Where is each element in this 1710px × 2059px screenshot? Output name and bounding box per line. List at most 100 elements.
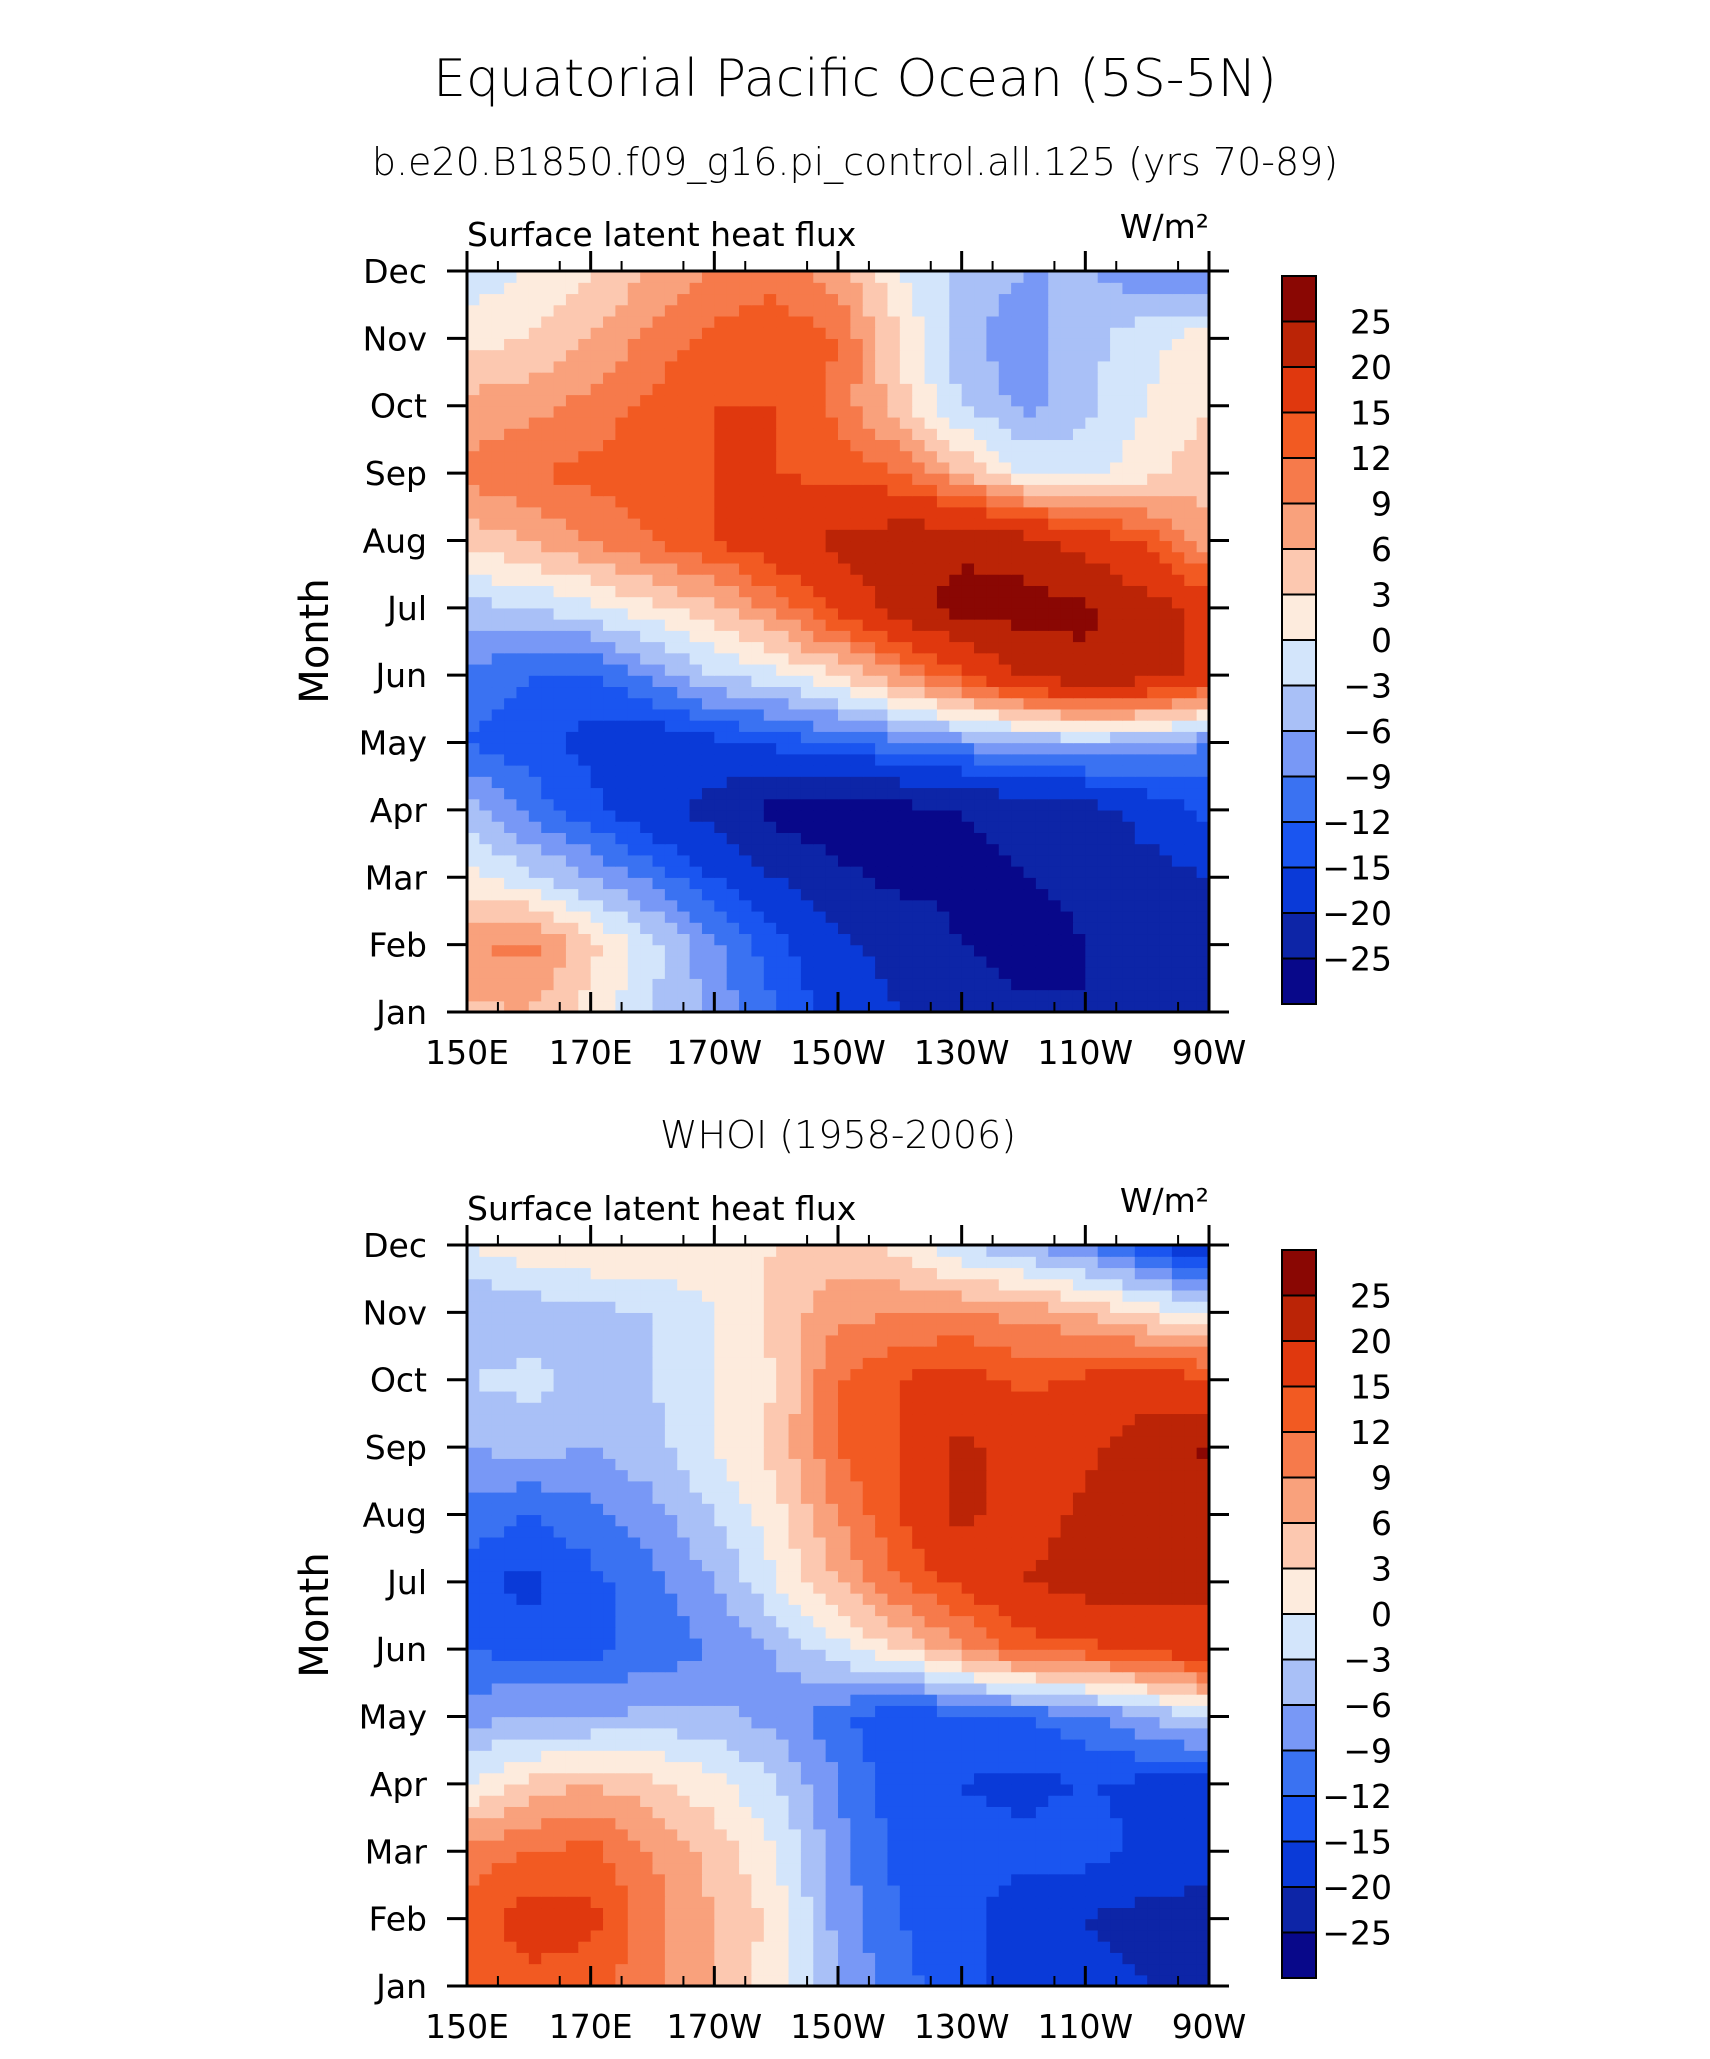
heatmap-cell	[1110, 787, 1124, 800]
heatmap-cell	[1072, 933, 1086, 946]
heatmap-cell	[1147, 866, 1161, 878]
heatmap-cell	[1048, 720, 1062, 732]
heatmap-cell	[924, 742, 938, 755]
heatmap-cell	[986, 540, 1000, 553]
heatmap-cell	[936, 1851, 950, 1864]
heatmap-cell	[1159, 933, 1173, 946]
heatmap-cell	[1134, 652, 1148, 665]
heatmap-cell	[862, 473, 876, 485]
heatmap-cell	[664, 529, 678, 542]
heatmap-cell	[961, 1941, 975, 1953]
heatmap-cell	[726, 1851, 740, 1864]
heatmap-cell	[1097, 675, 1111, 688]
heatmap-cell	[640, 383, 654, 396]
heatmap-cell	[1196, 888, 1210, 901]
heatmap-cell	[1035, 1851, 1049, 1864]
heatmap-cell	[986, 1963, 1000, 1976]
heatmap-cell	[714, 428, 728, 441]
heatmap-cell	[1060, 1907, 1074, 1920]
heatmap-cell	[887, 304, 901, 317]
heatmap-cell	[751, 933, 765, 946]
heatmap-cell	[751, 686, 765, 699]
heatmap-cell	[949, 1000, 963, 1013]
heatmap-cell	[1048, 652, 1062, 665]
heatmap-cell	[1060, 955, 1074, 968]
heatmap-cell	[1147, 1828, 1161, 1841]
heatmap-cell	[1035, 461, 1049, 474]
heatmap-cell	[751, 1896, 765, 1909]
heatmap-cell	[714, 349, 728, 362]
heatmap-cell	[1122, 955, 1136, 968]
heatmap-cell	[949, 529, 963, 542]
heatmap-cell	[961, 922, 975, 935]
heatmap-cell	[875, 405, 889, 418]
heatmap-cell	[862, 821, 876, 833]
heatmap-cell	[751, 675, 765, 688]
heatmap-cell	[603, 439, 616, 452]
heatmap-cell	[936, 450, 950, 463]
heatmap-cell	[998, 978, 1012, 991]
heatmap-cell	[825, 1929, 839, 1942]
heatmap-cell	[1085, 955, 1099, 968]
heatmap-cell	[553, 562, 567, 575]
heatmap-cell	[986, 809, 1000, 822]
heatmap-cell	[467, 327, 480, 339]
heatmap-cell	[1035, 315, 1049, 328]
heatmap-cell	[1159, 955, 1173, 968]
heatmap-cell	[825, 383, 839, 396]
heatmap-cell	[504, 461, 518, 474]
heatmap-cell	[516, 1000, 530, 1013]
heatmap-cell	[862, 1952, 876, 1965]
heatmap-cell	[578, 1952, 592, 1965]
heatmap-cell	[751, 338, 765, 351]
heatmap-cell	[1023, 933, 1037, 946]
heatmap-cell	[1196, 641, 1210, 654]
heatmap-cell	[862, 843, 876, 856]
heatmap-cell	[974, 630, 987, 643]
heatmap-cell	[899, 809, 913, 822]
heatmap-cell	[1035, 518, 1049, 530]
heatmap-cell	[578, 293, 592, 306]
heatmap-cell	[714, 1873, 728, 1886]
heatmap-cell	[578, 989, 592, 1002]
heatmap-cell	[652, 428, 666, 441]
heatmap-cell	[701, 866, 715, 878]
heatmap-cell	[800, 944, 814, 957]
heatmap-cell	[1011, 416, 1025, 429]
heatmap-cell	[701, 1884, 715, 1897]
heatmap-cell	[800, 315, 814, 328]
heatmap-cell	[1196, 731, 1210, 744]
heatmap-cell	[936, 1873, 950, 1886]
heatmap-cell	[627, 686, 641, 699]
heatmap-cell	[739, 540, 753, 553]
heatmap-cell	[974, 1884, 987, 1897]
heatmap-cell	[961, 495, 975, 508]
heatmap-cell	[615, 619, 629, 631]
heatmap-cell	[1184, 866, 1198, 878]
heatmap-cell	[1035, 933, 1049, 946]
heatmap-cell	[751, 832, 765, 845]
heatmap-cell	[1110, 843, 1124, 856]
heatmap-cell	[1147, 574, 1161, 586]
heatmap-cell	[788, 450, 802, 463]
heatmap-cell	[615, 1941, 629, 1953]
heatmap-cell	[998, 1851, 1012, 1864]
y-tick-label: May	[359, 724, 427, 763]
heatmap-cell	[627, 293, 641, 306]
heatmap-cell	[504, 315, 518, 328]
heatmap-cell	[1060, 630, 1074, 643]
heatmap-cell	[1048, 383, 1062, 396]
heatmap-cell	[603, 450, 616, 463]
heatmap-cell	[528, 967, 542, 979]
heatmap-cell	[1196, 619, 1210, 631]
heatmap-cell	[1159, 607, 1173, 620]
heatmap-cell	[467, 798, 480, 811]
heatmap-cell	[961, 1974, 975, 1987]
heatmap-cell	[1097, 821, 1111, 833]
heatmap-cell	[776, 832, 790, 845]
heatmap-cell	[479, 461, 493, 474]
heatmap-cell	[825, 675, 839, 688]
heatmap-cell	[714, 1828, 728, 1841]
heatmap-cell	[1085, 753, 1099, 766]
heatmap-cell	[603, 1941, 616, 1953]
